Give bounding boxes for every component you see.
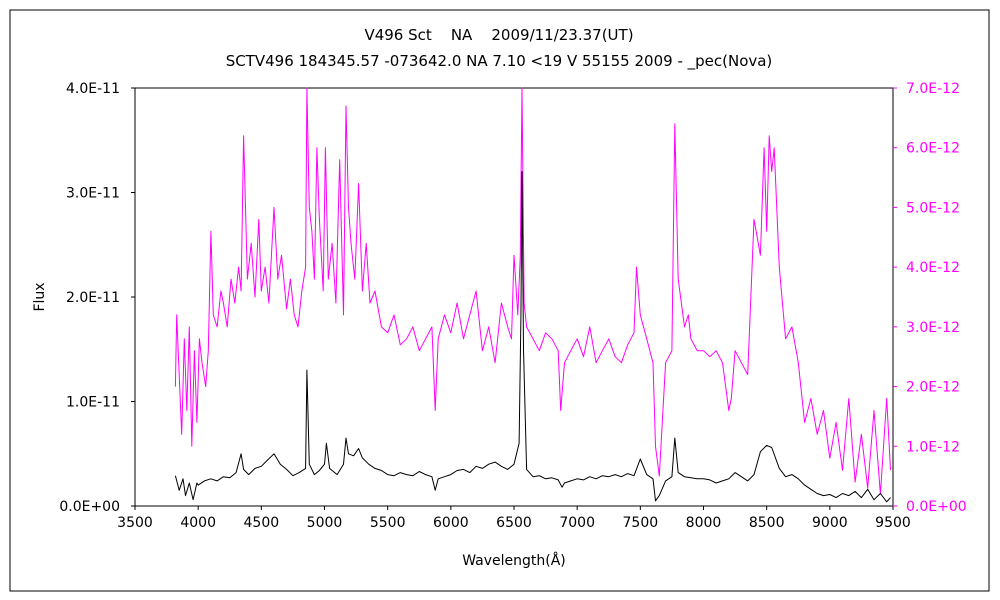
y-right-tick-label: 4.0E-12 — [906, 260, 960, 276]
y-right-tick-label: 6.0E-12 — [906, 141, 960, 157]
y-right-tick-label: 1.0E-12 — [906, 439, 960, 455]
x-tick-label: 4500 — [244, 515, 280, 531]
x-tick-label: 9000 — [812, 515, 848, 531]
y-right-tick-label: 0.0E+00 — [906, 499, 967, 515]
y-axis-right: 0.0E+00 1.0E-12 2.0E-12 3.0E-12 4.0E-12 5.0E-… — [893, 81, 967, 515]
x-tick-label: 8500 — [749, 515, 785, 531]
y-left-tick-label: 0.0E+00 — [59, 499, 120, 515]
x-tick-label: 8000 — [686, 515, 722, 531]
series-line-left-axis — [174, 171, 891, 503]
x-tick-label: 7500 — [623, 515, 659, 531]
y-right-tick-label: 2.0E-12 — [906, 380, 960, 396]
y-right-tick-label: 3.0E-12 — [906, 320, 960, 336]
x-tick-label: 9500 — [875, 515, 911, 531]
y-left-tick-label: 1.0E-11 — [66, 395, 120, 411]
x-axis: 3500 4000 4500 5000 5500 6000 6500 7000 7500 8000… — [117, 506, 911, 531]
x-tick-label: 7000 — [559, 515, 595, 531]
x-tick-label: 3500 — [117, 515, 153, 531]
y-axis-left: 0.0E+00 1.0E-11 2.0E-11 3.0E-11 4.0E-11 — [59, 81, 135, 515]
chart-subtitle: SCTV496 184345.57 -073642.0 NA 7.10 <19 … — [226, 52, 773, 71]
y-left-tick-label: 4.0E-11 — [66, 81, 120, 97]
series-line-right-axis — [174, 87, 891, 495]
y-right-tick-label: 5.0E-12 — [906, 200, 960, 216]
x-tick-label: 6000 — [433, 515, 469, 531]
x-tick-label: 6500 — [496, 515, 532, 531]
y-right-tick-label: 7.0E-12 — [906, 81, 960, 97]
x-tick-label: 4000 — [180, 515, 216, 531]
chart-title: V496 Sct NA 2009/11/23.37(UT) — [364, 26, 633, 44]
x-tick-label: 5000 — [307, 515, 343, 531]
y-left-tick-label: 2.0E-11 — [66, 290, 120, 306]
series-group — [174, 87, 891, 503]
outer-frame — [9, 9, 990, 592]
x-axis-label: Wavelength(Å) — [462, 552, 566, 569]
y-left-tick-label: 3.0E-11 — [66, 186, 120, 202]
x-tick-label: 5500 — [370, 515, 406, 531]
y-axis-label: Flux — [32, 282, 48, 311]
